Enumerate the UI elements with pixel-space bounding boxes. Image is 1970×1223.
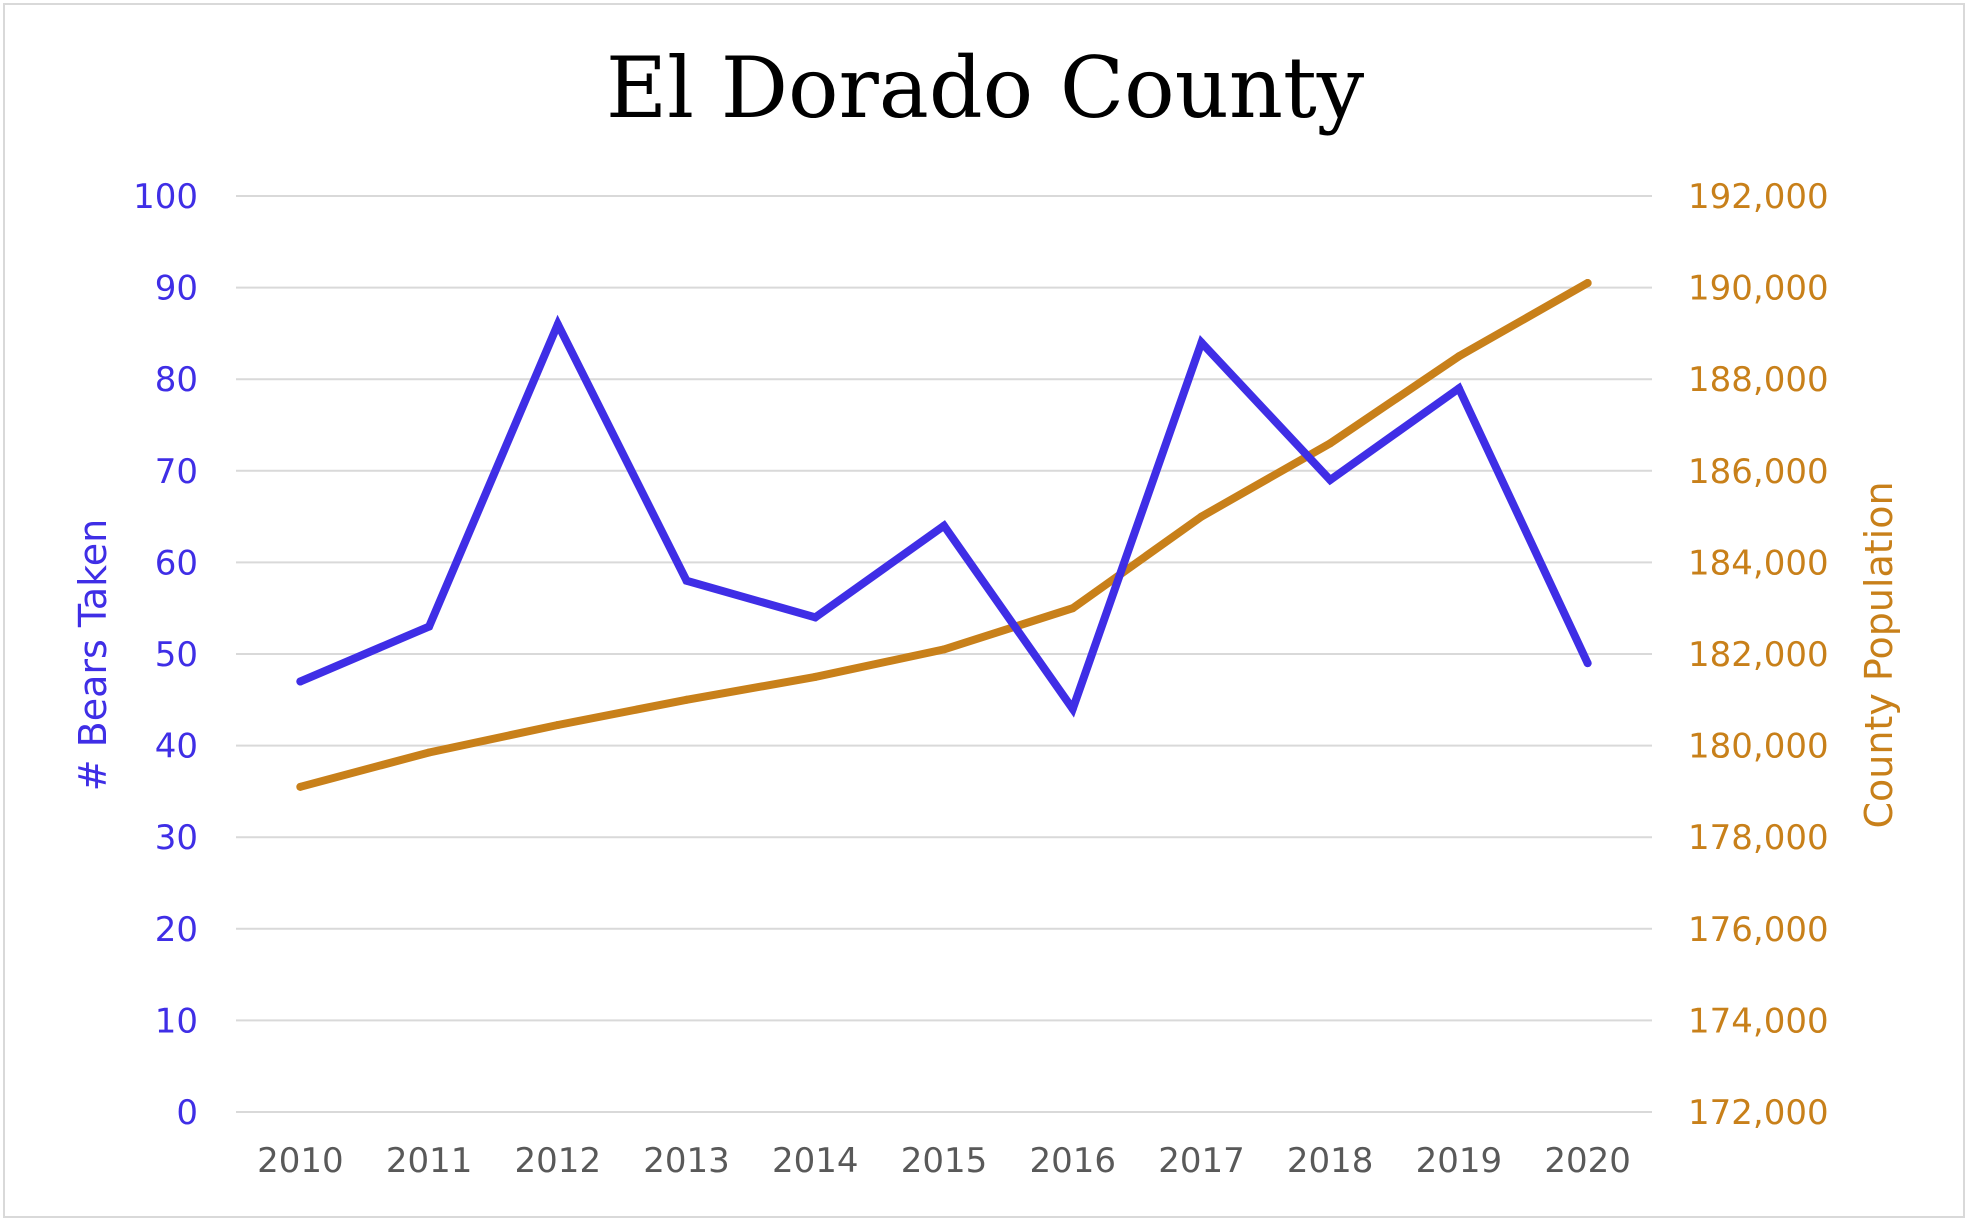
right-tick-label: 182,000 (1688, 635, 1829, 675)
left-axis-label: # Bears Taken (71, 519, 115, 791)
population-point (425, 748, 434, 757)
x-axis-ticks: 2010 2011 2012 2013 2014 2015 2016 2017 2018 2019… (257, 1141, 1631, 1181)
left-tick-label: 100 (133, 177, 198, 217)
chart-title: El Dorado County (606, 39, 1365, 137)
series-layer (296, 279, 1592, 791)
x-tick-label: 2018 (1287, 1141, 1374, 1181)
chart-frame (3, 3, 1965, 1218)
bears-point (682, 576, 691, 585)
right-tick-label: 186,000 (1688, 452, 1829, 492)
bears-point (940, 521, 948, 530)
right-tick-label: 176,000 (1688, 910, 1829, 950)
bears-point (811, 613, 820, 622)
population-point (1197, 512, 1206, 521)
right-axis-ticks: 172,000 174,000 176,000 178,000 180,000 182,0… (1688, 177, 1829, 1133)
left-tick-label: 70 (155, 452, 198, 492)
left-axis-ticks: 0 10 20 30 40 50 60 70 80 90 100 (133, 177, 198, 1133)
left-tick-label: 90 (155, 269, 198, 309)
bears-point (1197, 338, 1206, 347)
left-tick-label: 30 (155, 818, 198, 858)
right-tick-label: 192,000 (1688, 177, 1829, 217)
right-tick-label: 188,000 (1688, 360, 1829, 400)
population-point (811, 672, 820, 681)
x-tick-label: 2014 (772, 1141, 859, 1181)
population-point (682, 695, 691, 704)
left-tick-label: 10 (155, 1001, 198, 1041)
right-tick-label: 172,000 (1688, 1093, 1829, 1133)
gridlines (236, 195, 1652, 1113)
population-point (553, 720, 562, 729)
left-tick-label: 50 (155, 635, 198, 675)
bears-point (1068, 704, 1077, 713)
left-tick-label: 0 (176, 1093, 198, 1133)
right-tick-label: 178,000 (1688, 818, 1829, 858)
x-tick-label: 2019 (1416, 1141, 1503, 1181)
right-axis-label: County Population (1857, 481, 1901, 828)
bears-point (1454, 384, 1463, 393)
population-point (296, 782, 305, 791)
right-tick-label: 190,000 (1688, 269, 1829, 309)
right-tick-label: 184,000 (1688, 543, 1829, 583)
population-point (1583, 279, 1592, 288)
x-tick-label: 2015 (901, 1141, 988, 1181)
bears-point (1583, 659, 1592, 668)
x-tick-label: 2012 (515, 1141, 602, 1181)
series-line-population (296, 279, 1592, 791)
left-tick-label: 20 (155, 910, 198, 950)
x-tick-label: 2010 (257, 1141, 344, 1181)
bears-point (296, 677, 305, 686)
x-tick-label: 2011 (386, 1141, 473, 1181)
x-tick-label: 2020 (1544, 1141, 1631, 1181)
population-point (1326, 439, 1335, 448)
right-tick-label: 174,000 (1688, 1001, 1829, 1041)
population-point (1454, 352, 1463, 361)
bears-point (1326, 475, 1335, 484)
left-tick-label: 80 (155, 360, 198, 400)
left-tick-label: 40 (155, 727, 198, 767)
x-tick-label: 2013 (643, 1141, 730, 1181)
x-tick-label: 2017 (1158, 1141, 1245, 1181)
right-tick-label: 180,000 (1688, 727, 1829, 767)
bears-point (553, 320, 562, 329)
left-tick-label: 60 (155, 543, 198, 583)
bears-point (425, 622, 434, 631)
x-tick-label: 2016 (1029, 1141, 1116, 1181)
population-point (1068, 604, 1077, 613)
population-point (940, 645, 948, 654)
